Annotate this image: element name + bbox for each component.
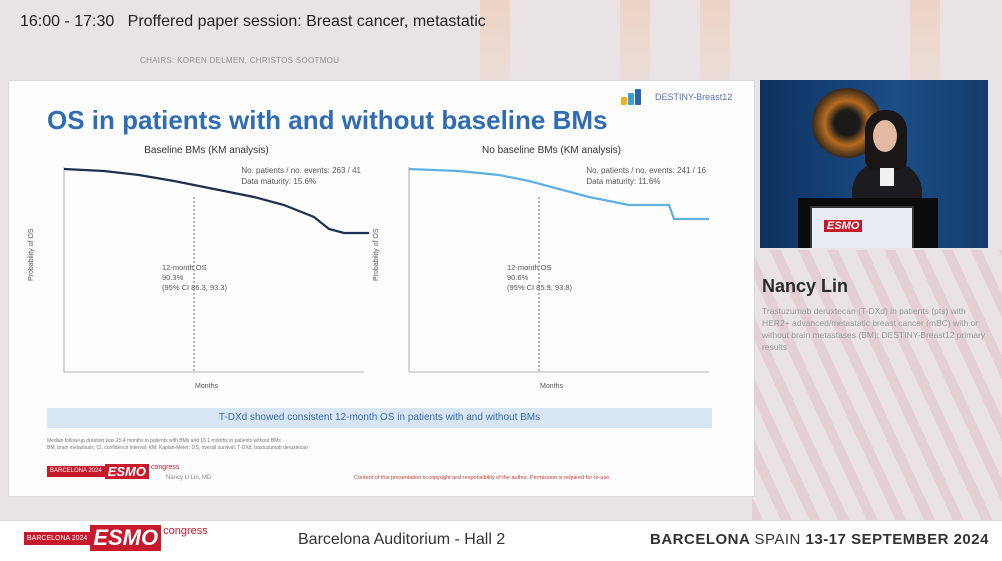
event-location-dates: BARCELONA SPAIN 13-17 SEPTEMBER 2024 — [650, 531, 989, 548]
y-axis-label: Probability of OS — [373, 228, 380, 281]
trial-logo-icon — [621, 89, 651, 105]
trial-logo: DESTINY-Breast12 — [621, 89, 732, 105]
panel-heading: Baseline BMs (KM analysis) — [144, 145, 269, 156]
km-chart-left — [63, 167, 369, 373]
talk-title: Trastuzumab deruxtecan (T-DXd) in patien… — [762, 306, 986, 352]
session-title: 16:00 - 17:30 Proffered paper session: B… — [20, 13, 486, 31]
landmark-ci: (95% CI 85.9, 93.8) — [507, 283, 573, 292]
landmark-annotation: 12-month OS 90.6% (95% CI 85.9, 93.8) — [507, 263, 572, 293]
bottom-bar: BARCELONA 2024 ESMO congress Barcelona A… — [0, 520, 1002, 561]
landmark-ci: (95% CI 86.3, 93.3) — [162, 283, 228, 292]
conclusion-banner: T-DXd showed consistent 12-month OS in p… — [47, 408, 712, 428]
km-curve-no-baseline-bms — [408, 167, 709, 221]
copyright-notice: Content of this presentation is copyrigh… — [354, 475, 611, 481]
event-city: BARCELONA — [650, 531, 750, 548]
slide-title: OS in patients with and without baseline… — [47, 105, 608, 135]
presenter-tag: Nancy U Lin, MD — [166, 475, 212, 481]
km-panel-baseline-bms: Baseline BMs (KM analysis) No. patients … — [28, 141, 369, 401]
km-chart-right — [408, 167, 709, 373]
event-country: SPAIN — [754, 531, 801, 548]
footer-esmo-logo: BARCELONA 2024 ESMO congress — [24, 525, 208, 551]
landmark-label: 12-month OS — [507, 263, 552, 272]
footer-esmo-wordmark: ESMO — [90, 525, 162, 551]
venue-name: Barcelona Auditorium - Hall 2 — [298, 531, 506, 548]
slide-esmo-logo: BARCELONA 2024 ESMO congress — [47, 464, 179, 479]
session-name: Proffered paper session: Breast cancer, … — [127, 13, 486, 30]
km-curve-baseline-bms — [63, 167, 369, 235]
x-axis-label: Months — [195, 383, 218, 390]
session-chairs: CHAIRS: KOREN DELMEN, CHRISTOS SOOTMOU — [140, 56, 340, 65]
footnote-line-1: Median follow-up duration was 15.4 month… — [47, 438, 281, 444]
footnote-line-2: BM, brain metastasis; CI, confidence int… — [47, 445, 308, 451]
podium-esmo-wordmark: ESMO — [824, 220, 863, 232]
stat-maturity: Data maturity: 11.6% — [586, 177, 661, 186]
landmark-value: 90.6% — [507, 273, 529, 282]
slide-footnote: Median follow-up duration was 15.4 month… — [47, 438, 467, 452]
footer-congress-wordmark: congress — [163, 525, 208, 537]
event-dates: 13-17 SEPTEMBER 2024 — [805, 531, 989, 548]
podium-screen: ESMO — [810, 206, 914, 248]
stat-maturity: Data maturity: 15.6% — [241, 177, 317, 186]
landmark-annotation: 12-month OS 90.3% (95% CI 86.3, 93.3) — [162, 263, 227, 293]
x-axis-label: Months — [540, 383, 563, 390]
stat-patients: No. patients / no. events: 263 / 41 — [241, 166, 361, 175]
speaker-name: Nancy Lin — [762, 276, 849, 296]
footer-year-tag: BARCELONA 2024 — [24, 531, 91, 545]
y-axis-label: Probability of OS — [28, 228, 35, 281]
stat-patients: No. patients / no. events: 241 / 16 — [586, 166, 706, 175]
year-tag: BARCELONA 2024 — [47, 466, 105, 477]
speaker-video: ESMO — [760, 80, 988, 248]
panel-heading: No baseline BMs (KM analysis) — [482, 145, 621, 156]
panel-stats: No. patients / no. events: 263 / 41 Data… — [241, 165, 361, 187]
landmark-label: 12-month OS — [162, 263, 207, 272]
congress-wordmark: congress — [151, 464, 180, 471]
panel-stats: No. patients / no. events: 241 / 16 Data… — [586, 165, 706, 187]
presentation-slide: OS in patients with and without baseline… — [8, 80, 755, 497]
trial-logo-text: DESTINY-Breast12 — [655, 92, 733, 102]
esmo-wordmark: ESMO — [104, 464, 149, 479]
session-time: 16:00 - 17:30 — [20, 13, 115, 30]
km-panel-no-baseline-bms: No baseline BMs (KM analysis) No. patien… — [373, 141, 714, 401]
landmark-value: 90.3% — [162, 273, 184, 282]
